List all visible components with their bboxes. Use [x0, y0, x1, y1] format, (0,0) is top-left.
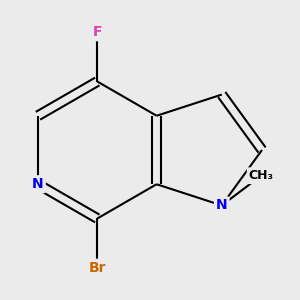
Text: Br: Br: [88, 261, 106, 275]
Text: CH₃: CH₃: [249, 169, 274, 182]
Text: N: N: [32, 177, 44, 191]
Text: F: F: [93, 25, 102, 39]
Text: N: N: [216, 198, 228, 212]
